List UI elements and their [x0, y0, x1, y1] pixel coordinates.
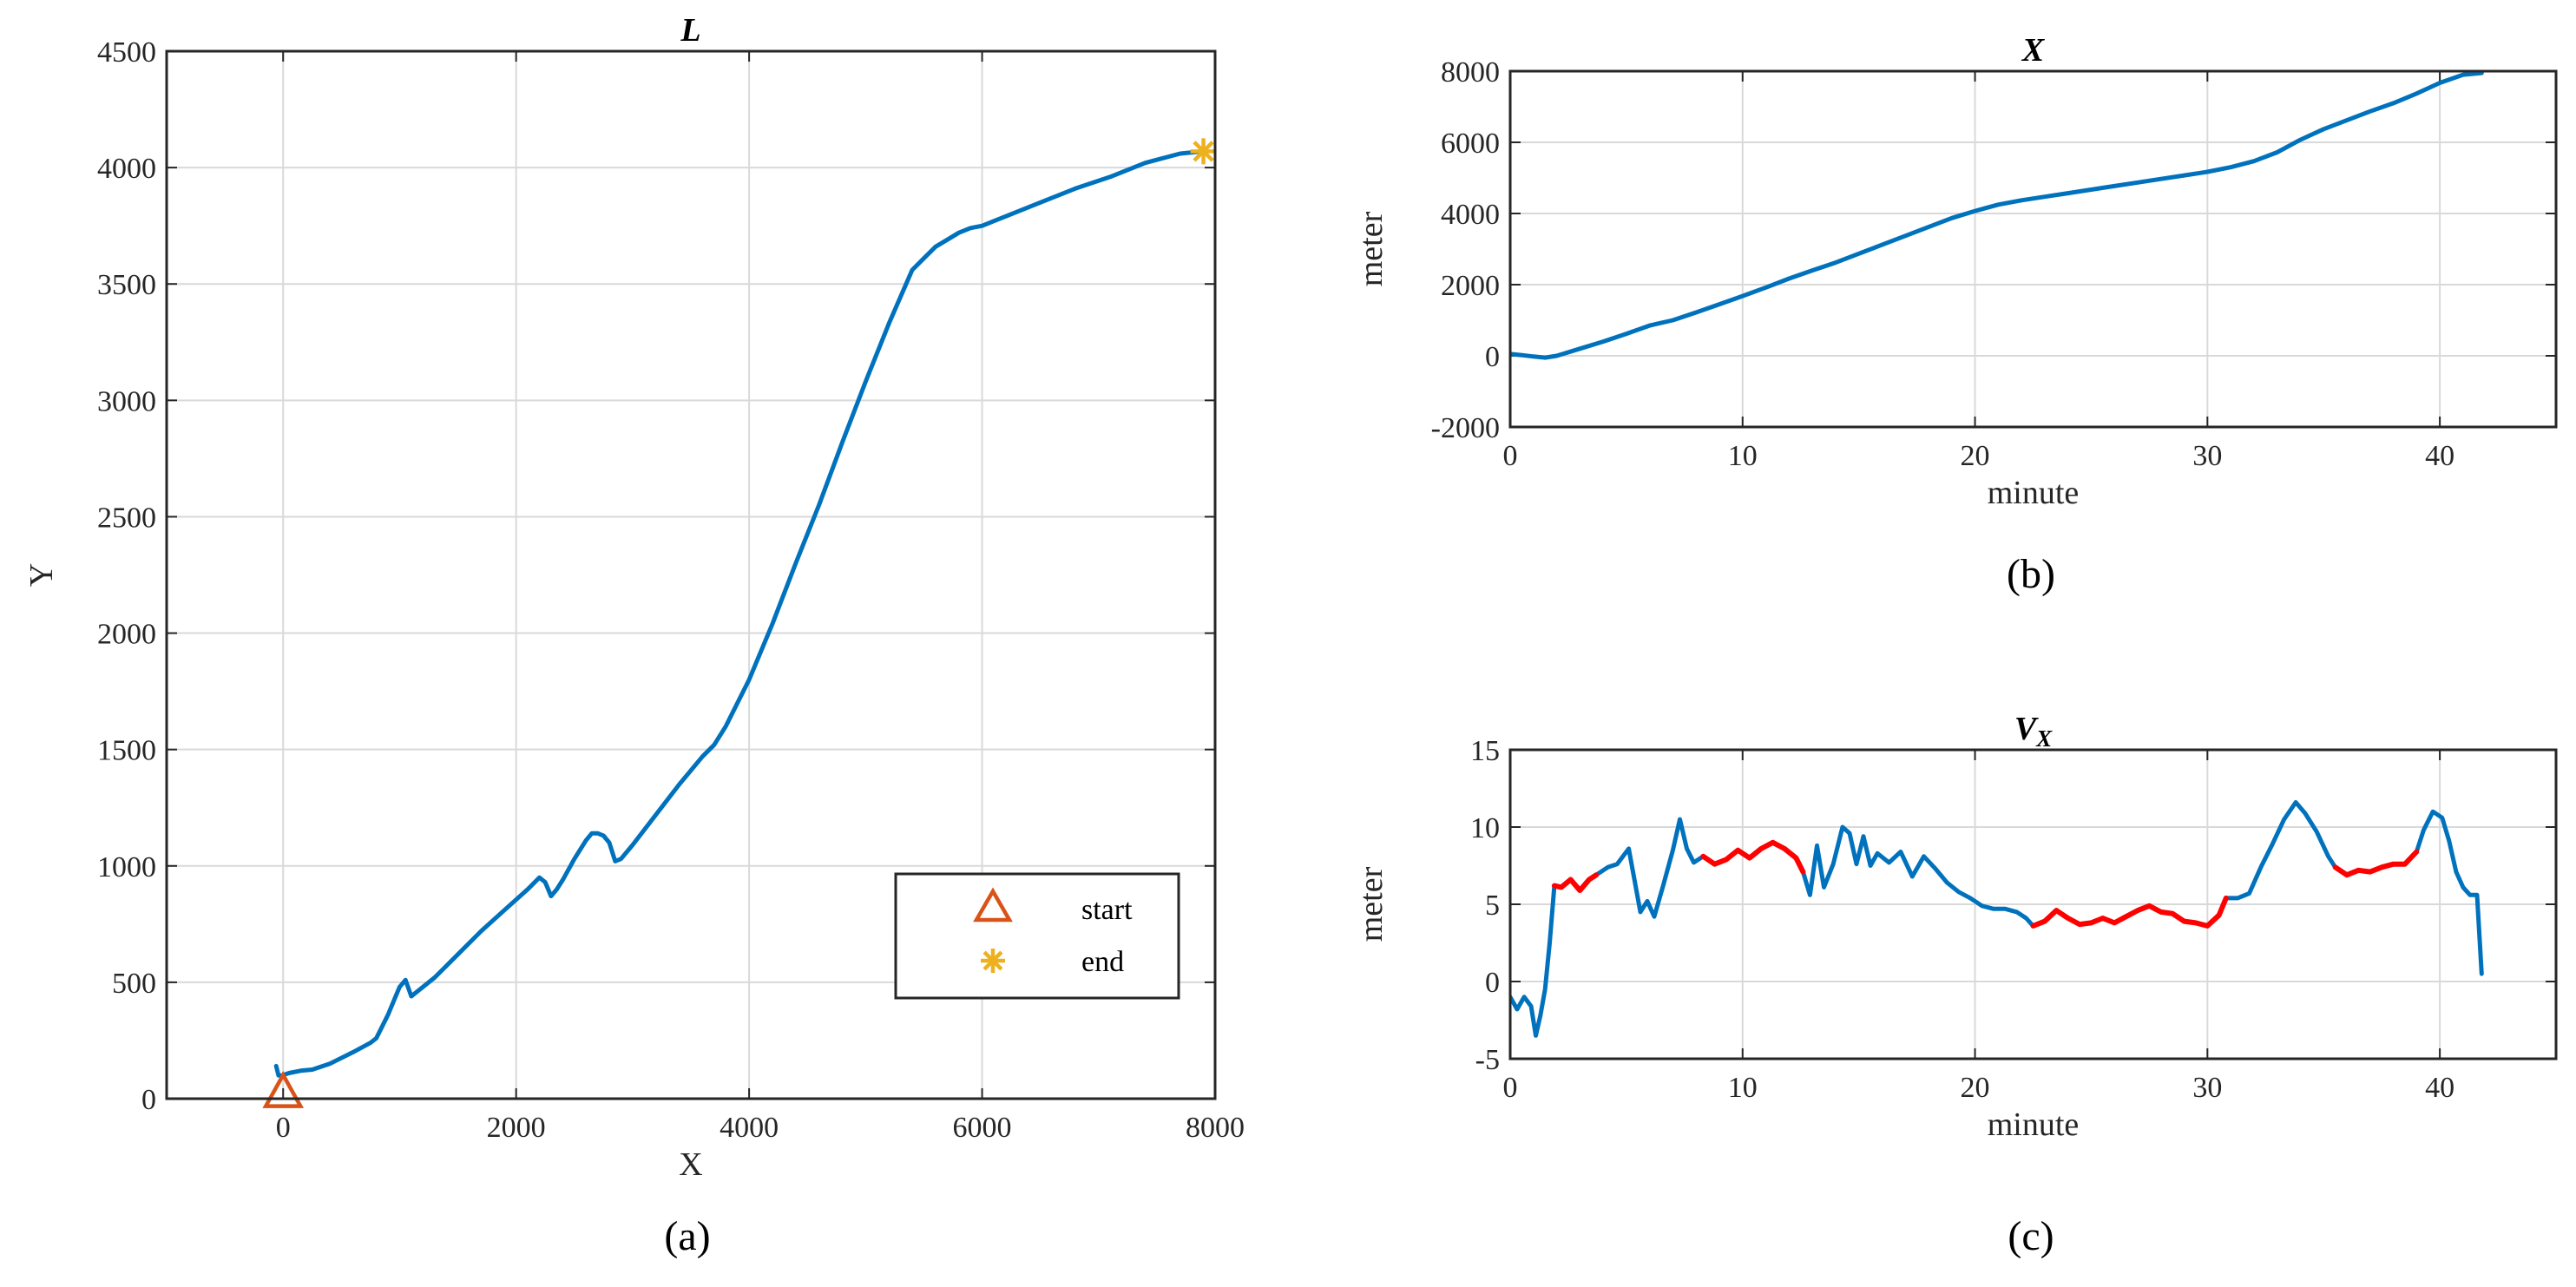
highlight-segment	[1551, 872, 1600, 893]
y-tick-label: 2500	[97, 502, 156, 534]
plot-area-b	[1510, 71, 2484, 360]
x-axis-label: X	[679, 1146, 702, 1183]
y-tick-label: 0	[1485, 341, 1500, 373]
x-tick-label: 10	[1728, 440, 1758, 472]
caption-b: (b)	[2007, 551, 2055, 597]
caption-c: (c)	[2008, 1213, 2054, 1259]
end-marker	[1190, 138, 1217, 165]
x-tick-label: 40	[2425, 440, 2454, 472]
y-tick-label: 4500	[97, 36, 156, 69]
legend-label: end	[1081, 946, 1124, 978]
plot-area-a	[273, 148, 1206, 1078]
legend-label: start	[1081, 894, 1133, 926]
x-tick-label: 30	[2192, 1072, 2222, 1104]
x-tick-label: 8000	[1186, 1112, 1245, 1144]
series-line	[1510, 800, 2484, 1038]
x-tick-label: 2000	[487, 1112, 546, 1144]
x-tick-label: 0	[1503, 440, 1518, 472]
y-tick-label: 3500	[97, 269, 156, 301]
axes-frame	[1508, 69, 2558, 429]
y-tick-label: 0	[1485, 967, 1500, 999]
y-tick-label: 0	[141, 1084, 156, 1116]
x-tick-label: 6000	[953, 1112, 1012, 1144]
axes-frame	[165, 49, 1217, 1100]
highlight-segment	[2030, 895, 2229, 929]
y-tick-label: 6000	[1441, 128, 1500, 160]
chart-title: L	[680, 12, 700, 49]
y-tick-label: 5	[1485, 890, 1500, 922]
y-tick-label: 1500	[97, 735, 156, 767]
x-axis-label: minute	[1988, 1106, 2080, 1143]
y-tick-label: -2000	[1431, 412, 1500, 444]
series-line	[1510, 71, 2484, 360]
series-line	[273, 148, 1206, 1078]
chart-a: 0 2000 4000 6000 8000 0 500 1000 1500 2000 2500 300…	[23, 12, 1245, 1183]
plot-area-c	[1510, 800, 2484, 1038]
y-axis-label: meter	[1353, 866, 1390, 942]
x-axis-label: minute	[1988, 475, 2080, 511]
chart-title: X	[2021, 32, 2046, 69]
chart-title: VX	[2014, 711, 2053, 752]
x-tick-label: 0	[276, 1112, 291, 1144]
start-marker	[262, 1071, 305, 1108]
y-tick-label: -5	[1475, 1044, 1500, 1076]
chart-b: 0 10 20 30 40-200002000400060008000Xminuteme…	[1353, 32, 2558, 511]
y-tick-label: 8000	[1441, 56, 1500, 89]
legend-box	[894, 872, 1180, 1000]
x-tick-label: 40	[2425, 1072, 2454, 1104]
axes-frame	[1508, 748, 2558, 1060]
x-tick-label: 10	[1728, 1072, 1758, 1104]
y-tick-label: 2000	[1441, 270, 1500, 302]
y-tick-label: 2000	[97, 619, 156, 651]
y-tick-label: 4000	[1441, 199, 1500, 231]
x-tick-label: 20	[1961, 1072, 1990, 1104]
y-axis-label: Y	[23, 563, 60, 587]
x-tick-label: 0	[1503, 1072, 1518, 1104]
x-tick-label: 20	[1961, 440, 1990, 472]
legend-end-icon	[981, 949, 1005, 973]
legend-start-icon	[973, 887, 1013, 923]
x-tick-label: 30	[2192, 440, 2222, 472]
y-tick-label: 3000	[97, 385, 156, 417]
y-tick-label: 15	[1470, 735, 1500, 767]
highlight-segment	[2332, 849, 2420, 878]
legend: start end	[894, 872, 1180, 1000]
y-tick-label: 4000	[97, 153, 156, 185]
caption-a: (a)	[664, 1213, 710, 1259]
y-axis-label: meter	[1353, 211, 1390, 286]
highlight-segment	[1700, 839, 1806, 875]
x-tick-label: 4000	[720, 1112, 779, 1144]
y-tick-label: 500	[112, 968, 156, 1000]
y-tick-label: 1000	[97, 851, 156, 883]
y-tick-label: 10	[1470, 812, 1500, 844]
